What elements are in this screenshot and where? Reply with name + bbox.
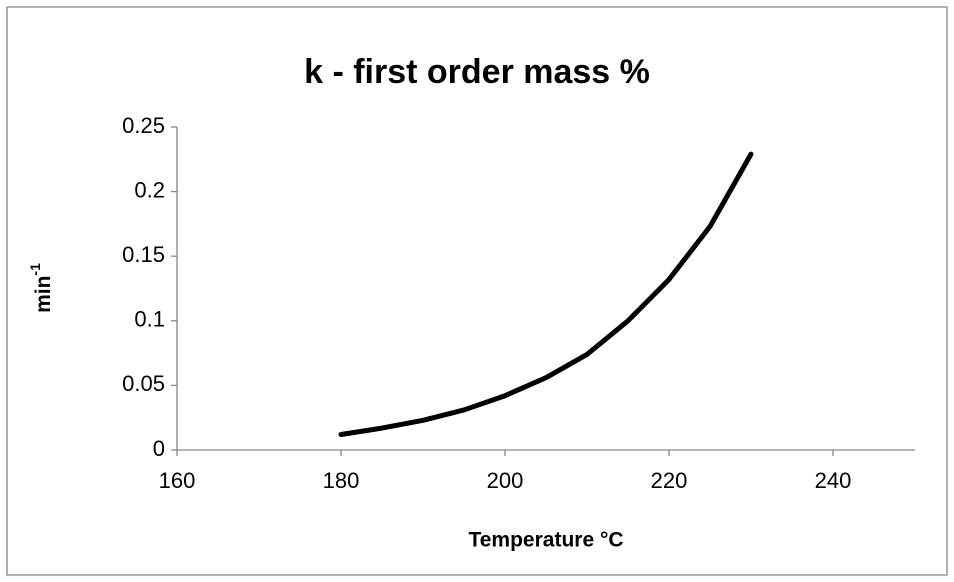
- x-tick-label: 220: [651, 468, 688, 493]
- y-axis-label: min-1: [27, 263, 55, 313]
- y-tick-label: 0: [153, 436, 165, 461]
- data-line: [338, 151, 754, 437]
- x-tick-label: 200: [487, 468, 524, 493]
- y-tick-label: 0.15: [122, 242, 165, 267]
- x-axis-label: Temperature °C: [468, 529, 623, 552]
- chart-frame: [6, 6, 948, 576]
- x-tick-label: 160: [159, 468, 196, 493]
- y-axis-label-text: min: [32, 276, 55, 313]
- y-tick-label: 0.1: [134, 307, 165, 332]
- y-tick-label: 0.05: [122, 371, 165, 396]
- y-tick-label: 0.25: [122, 113, 165, 138]
- y-tick-label: 0.2: [134, 177, 165, 202]
- x-tick-label: 180: [323, 468, 360, 493]
- x-tick-label: 240: [815, 468, 852, 493]
- y-axis-label-superscript: -1: [27, 263, 43, 276]
- chart-title: k - first order mass %: [304, 53, 650, 91]
